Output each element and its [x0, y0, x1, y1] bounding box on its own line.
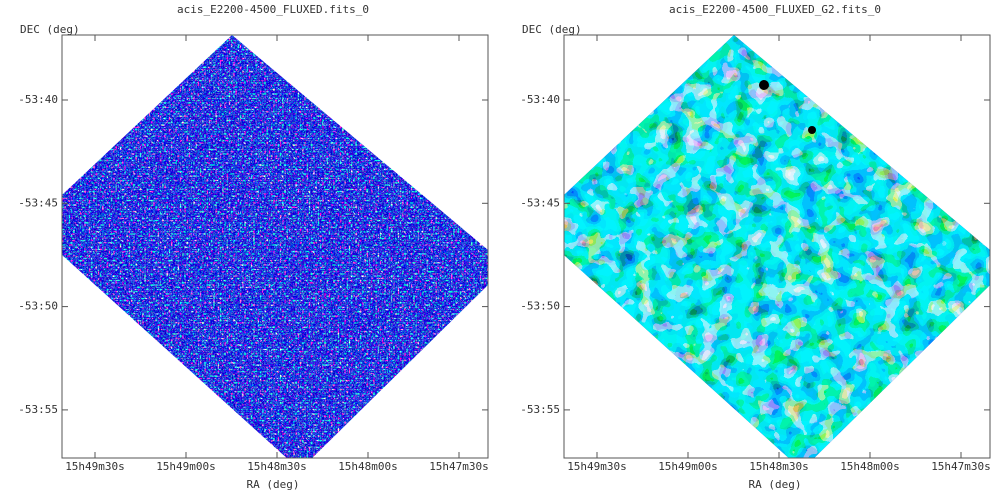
x-axis-label: RA (deg) — [749, 478, 802, 491]
y-tick-label: -53:45 — [18, 196, 58, 209]
y-tick-label: -53:55 — [520, 403, 560, 416]
x-tick-label: 15h47m30s — [931, 460, 991, 473]
x-tick-label: 15h47m30s — [429, 460, 489, 473]
x-axis-label: RA (deg) — [247, 478, 300, 491]
y-tick-label: -53:40 — [18, 93, 58, 106]
y-tick-label: -53:40 — [520, 93, 560, 106]
y-tick-label: -53:50 — [520, 300, 560, 313]
y-tick-label: -53:55 — [18, 403, 58, 416]
image-left — [62, 35, 488, 458]
x-tick-label: 15h49m30s — [567, 460, 627, 473]
x-tick-label: 15h49m00s — [156, 460, 216, 473]
panel-title: acis_E2200-4500_FLUXED_G2.fits_0 — [669, 3, 881, 16]
panel-title: acis_E2200-4500_FLUXED.fits_0 — [177, 3, 369, 16]
x-tick-label: 15h48m30s — [749, 460, 809, 473]
frame — [61, 34, 489, 459]
x-tick-label: 15h48m30s — [247, 460, 307, 473]
x-tick-label: 15h49m00s — [658, 460, 718, 473]
x-tick-label: 15h49m30s — [65, 460, 125, 473]
x-tick-label: 15h48m00s — [338, 460, 398, 473]
x-tick-label: 15h48m00s — [840, 460, 900, 473]
frame — [563, 34, 991, 459]
image-right — [564, 35, 990, 458]
y-tick-label: -53:50 — [18, 300, 58, 313]
y-axis-label: DEC (deg) — [20, 23, 80, 36]
y-axis-label: DEC (deg) — [522, 23, 582, 36]
y-tick-label: -53:45 — [520, 196, 560, 209]
